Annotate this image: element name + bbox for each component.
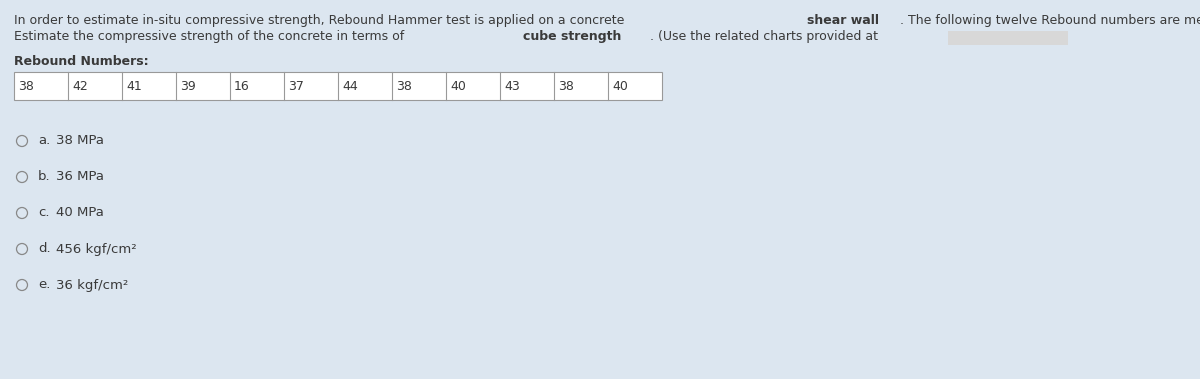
Text: 456 kgf/cm²: 456 kgf/cm² (56, 243, 137, 255)
Text: In order to estimate in-situ compressive strength, Rebound Hammer test is applie: In order to estimate in-situ compressive… (14, 14, 629, 27)
Text: 40: 40 (450, 80, 466, 92)
Text: 39: 39 (180, 80, 196, 92)
Text: 38 MPa: 38 MPa (56, 135, 104, 147)
Text: e.: e. (38, 279, 50, 291)
Text: 40: 40 (612, 80, 628, 92)
Text: 43: 43 (504, 80, 520, 92)
Text: 41: 41 (126, 80, 142, 92)
Bar (948, 31, 1068, 45)
Text: 38: 38 (558, 80, 574, 92)
Text: Rebound Numbers:: Rebound Numbers: (14, 55, 149, 68)
Text: 42: 42 (72, 80, 88, 92)
Text: 36 kgf/cm²: 36 kgf/cm² (56, 279, 128, 291)
Text: 36 MPa: 36 MPa (56, 171, 104, 183)
Text: 44: 44 (342, 80, 358, 92)
Text: shear wall: shear wall (806, 14, 878, 27)
Text: Estimate the compressive strength of the concrete in terms of: Estimate the compressive strength of the… (14, 30, 408, 43)
Text: a.: a. (38, 135, 50, 147)
Text: cube strength: cube strength (523, 30, 622, 43)
Text: . (Use the related charts provided at: . (Use the related charts provided at (649, 30, 877, 43)
Text: 38: 38 (396, 80, 412, 92)
Bar (14, 72, 662, 100)
Text: 40 MPa: 40 MPa (56, 207, 104, 219)
Text: d.: d. (38, 243, 50, 255)
Text: 38: 38 (18, 80, 34, 92)
Text: 16: 16 (234, 80, 250, 92)
Text: c.: c. (38, 207, 49, 219)
Text: 37: 37 (288, 80, 304, 92)
Text: b.: b. (38, 171, 50, 183)
Text: . The following twelve Rebound numbers are measured.: . The following twelve Rebound numbers a… (900, 14, 1200, 27)
